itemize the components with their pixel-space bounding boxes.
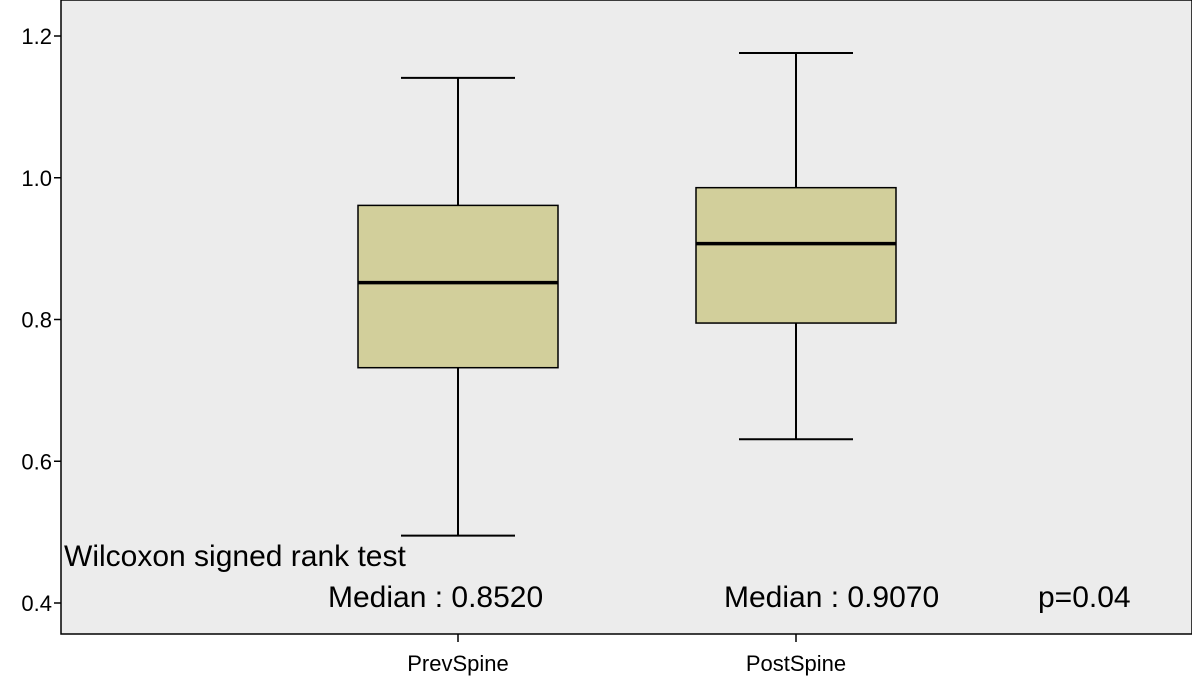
x-category-label: PrevSpine	[407, 651, 509, 676]
x-axis: PrevSpine PostSpine	[407, 634, 846, 676]
p-value-annotation: p=0.04	[1038, 581, 1131, 614]
plot-area	[60, 0, 1192, 635]
iqr-box	[695, 186, 897, 324]
y-tick-label: 1.2	[21, 24, 52, 49]
y-axis: 0.4 0.6 0.8 1.0 1.2	[21, 24, 61, 616]
boxes	[357, 52, 897, 537]
y-tick-label: 1.0	[21, 166, 52, 191]
median-post-annotation: Median : 0.9070	[724, 581, 939, 614]
test-name-annotation: Wilcoxon signed rank test	[64, 540, 406, 573]
y-tick-label: 0.6	[21, 449, 52, 474]
iqr-box	[357, 204, 559, 369]
x-category-label: PostSpine	[746, 651, 846, 676]
y-tick-label: 0.8	[21, 308, 52, 333]
y-tick-label: 0.4	[21, 591, 52, 616]
median-prev-annotation: Median : 0.8520	[328, 581, 543, 614]
